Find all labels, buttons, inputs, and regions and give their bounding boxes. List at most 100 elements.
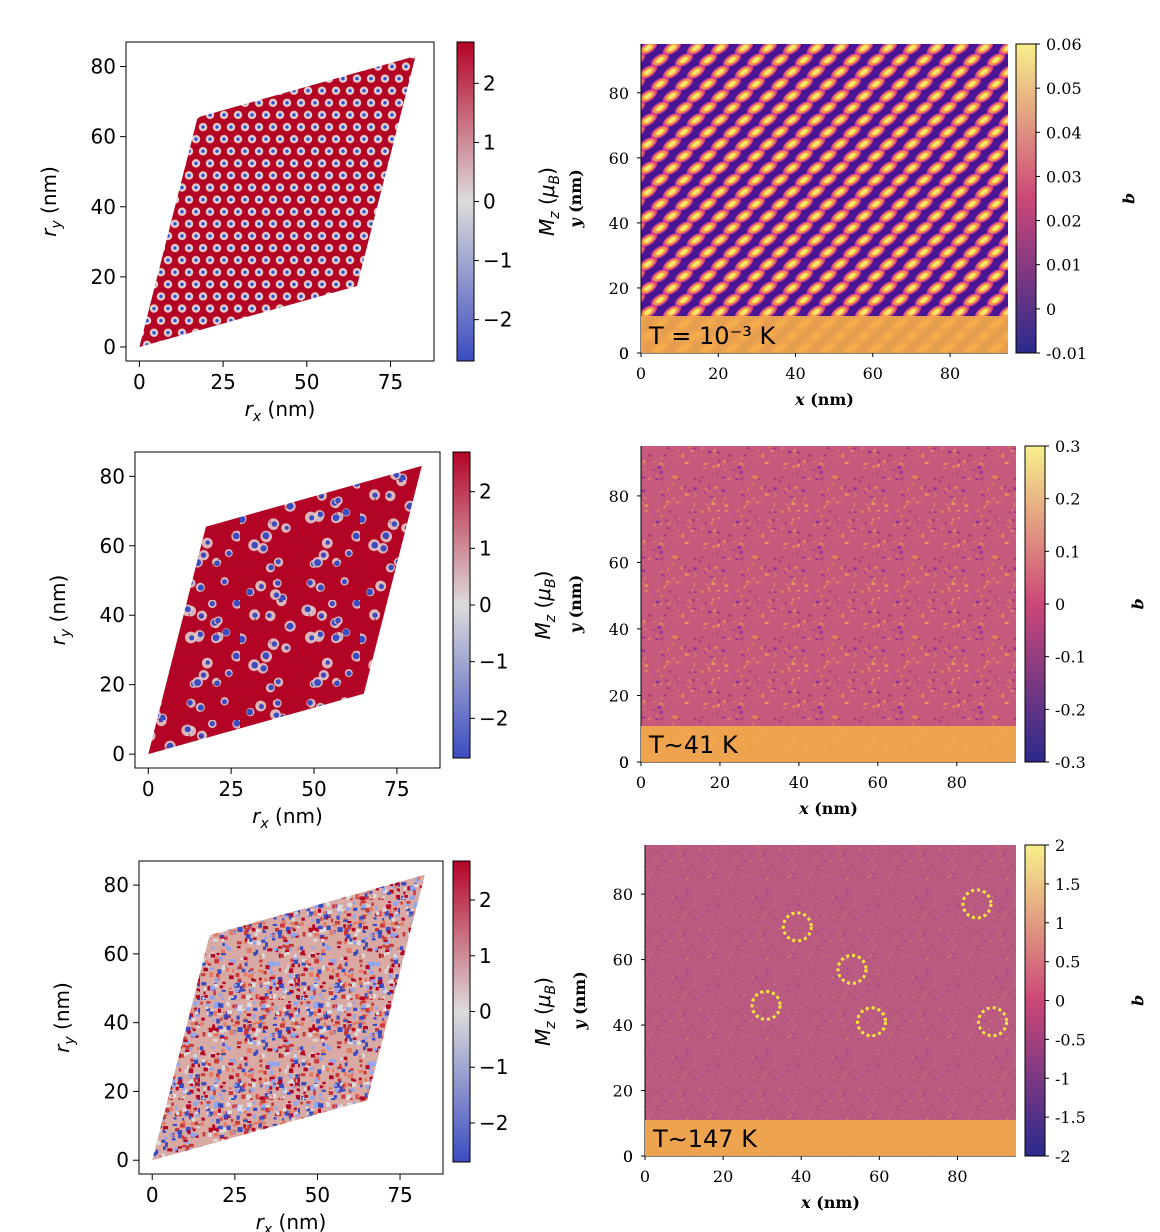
mz-panel-1: 0 25 50 75 0 20 40 60 80 rx (nm) ry (nm) 2 1 0 −1 −2 Mz … xyxy=(37,41,563,425)
x-tick-label: 40 xyxy=(789,773,809,792)
y-tick-label: 20 xyxy=(91,265,116,289)
colorbar xyxy=(1024,445,1046,763)
colorbar-tick-label: -2 xyxy=(1055,1147,1071,1166)
x-tick-label: 0 xyxy=(133,370,146,394)
colorbar-label: Mz (μB) xyxy=(535,167,563,236)
x-tick-label: 0 xyxy=(142,777,155,801)
x-tick-label: 80 xyxy=(940,364,960,383)
q-heatmap xyxy=(641,44,1008,353)
colorbar-tick-label: 0.05 xyxy=(1046,79,1082,98)
y-tick-label: 20 xyxy=(613,1082,633,1101)
colorbar-tick-label: 0.03 xyxy=(1046,167,1082,186)
y-axis-label: y (nm) xyxy=(566,575,585,635)
colorbar xyxy=(1024,844,1046,1157)
x-tick-label: 20 xyxy=(713,1167,733,1186)
y-tick-label: 0 xyxy=(112,742,125,766)
x-tick-label: 0 xyxy=(640,1167,650,1186)
x-tick-label: 75 xyxy=(378,370,403,394)
y-axis-label: ry (nm) xyxy=(46,575,74,646)
colorbar-tick-label: 0.01 xyxy=(1046,256,1082,275)
skyrmion-highlight-circle xyxy=(781,911,813,943)
colorbar-tick-label: 0 xyxy=(1055,992,1065,1011)
colorbar-tick-label: 1 xyxy=(479,944,492,968)
mz-panel-3: 0 25 50 75 0 20 40 60 80 rx (nm) ry (nm) 2 1 0 −1 −2 Mz … xyxy=(50,860,559,1232)
colorbar-label: Mz (μB) xyxy=(531,977,559,1046)
x-tick-label: 50 xyxy=(305,1183,330,1207)
x-axis-label: x (nm) xyxy=(800,1193,860,1212)
colorbar-label: Mz (μB) xyxy=(531,571,559,640)
y-axis-label: y (nm) xyxy=(566,169,585,229)
x-axis-label: rx (nm) xyxy=(256,1210,327,1232)
y-tick-label: 60 xyxy=(613,951,633,970)
colorbar-label: q xyxy=(1131,598,1150,609)
y-tick-label: 20 xyxy=(104,1079,129,1103)
colorbar-tick-label: 0 xyxy=(1046,300,1056,319)
colorbar xyxy=(452,860,471,1163)
colorbar-tick-label: -0.1 xyxy=(1055,648,1086,667)
y-tick-label: 20 xyxy=(609,686,629,705)
colorbar-tick-label: 0.5 xyxy=(1055,953,1080,972)
x-tick-label: 40 xyxy=(791,1167,811,1186)
skyrmion-highlight-circle xyxy=(977,1006,1009,1038)
x-tick-label: 25 xyxy=(222,1183,247,1207)
x-tick-label: 20 xyxy=(708,364,728,383)
colorbar-label: q xyxy=(1122,193,1141,204)
skyrmion-highlight-circle xyxy=(750,989,782,1021)
x-axis-label: x (nm) xyxy=(794,390,854,409)
colorbar-tick-label: −1 xyxy=(479,1055,508,1079)
temperature-banner xyxy=(645,1120,1016,1156)
colorbar-tick-label: -1 xyxy=(1055,1069,1071,1088)
colorbar-tick-label: 0.2 xyxy=(1055,490,1080,509)
colorbar-tick-label: 0 xyxy=(1055,595,1065,614)
y-tick-label: 0 xyxy=(116,1148,129,1172)
temperature-label: T∼41 K xyxy=(648,731,739,759)
colorbar-tick-label: -1.5 xyxy=(1055,1108,1086,1127)
colorbar-tick-label: 0.04 xyxy=(1046,123,1082,142)
y-tick-label: 40 xyxy=(609,214,629,233)
q-heatmap xyxy=(641,446,1016,762)
colorbar-tick-label: 1 xyxy=(479,536,492,560)
colorbar-tick-label: 0.06 xyxy=(1046,35,1082,54)
y-tick-label: 80 xyxy=(91,55,116,79)
y-tick-label: 80 xyxy=(609,84,629,103)
x-tick-label: 80 xyxy=(947,1167,967,1186)
x-tick-label: 0 xyxy=(146,1183,159,1207)
temperature-label: T∼147 K xyxy=(652,1125,758,1153)
colorbar-tick-label: 2 xyxy=(479,480,492,504)
x-axis-label: rx (nm) xyxy=(252,804,323,832)
y-tick-label: 40 xyxy=(91,195,116,219)
colorbar-tick-label: 2 xyxy=(1055,836,1065,855)
colorbar-tick-label: −2 xyxy=(479,1111,508,1135)
skyrmion-highlight-circle xyxy=(836,953,868,985)
colorbar-tick-label: 0.3 xyxy=(1055,437,1080,456)
y-tick-label: 0 xyxy=(619,753,629,772)
y-tick-label: 0 xyxy=(619,344,629,363)
y-tick-label: 80 xyxy=(613,885,633,904)
y-tick-label: 80 xyxy=(104,873,129,897)
colorbar-tick-label: 1 xyxy=(483,130,496,154)
colorbar xyxy=(452,451,471,759)
x-tick-label: 0 xyxy=(636,773,646,792)
x-tick-label: 25 xyxy=(218,777,243,801)
x-tick-label: 50 xyxy=(294,370,319,394)
y-tick-label: 0 xyxy=(619,753,629,772)
y-tick-label: 60 xyxy=(91,125,116,149)
colorbar-label: q xyxy=(1131,995,1150,1006)
x-tick-label: 80 xyxy=(947,773,967,792)
temperature-banner xyxy=(641,316,1008,353)
y-tick-label: 40 xyxy=(609,620,629,639)
y-tick-label: 0 xyxy=(619,344,629,363)
x-tick-label: 60 xyxy=(869,1167,889,1186)
x-tick-label: 0 xyxy=(636,364,646,383)
y-tick-label: 40 xyxy=(613,1016,633,1035)
colorbar-tick-label: −1 xyxy=(483,249,512,273)
colorbar-tick-label: −1 xyxy=(479,650,508,674)
magnetization-domain xyxy=(139,56,416,347)
colorbar-tick-label: -0.2 xyxy=(1055,700,1086,719)
y-tick-label: 40 xyxy=(100,603,125,627)
colorbar-tick-label: 1.5 xyxy=(1055,875,1080,894)
magnetization-domain xyxy=(152,874,425,1161)
